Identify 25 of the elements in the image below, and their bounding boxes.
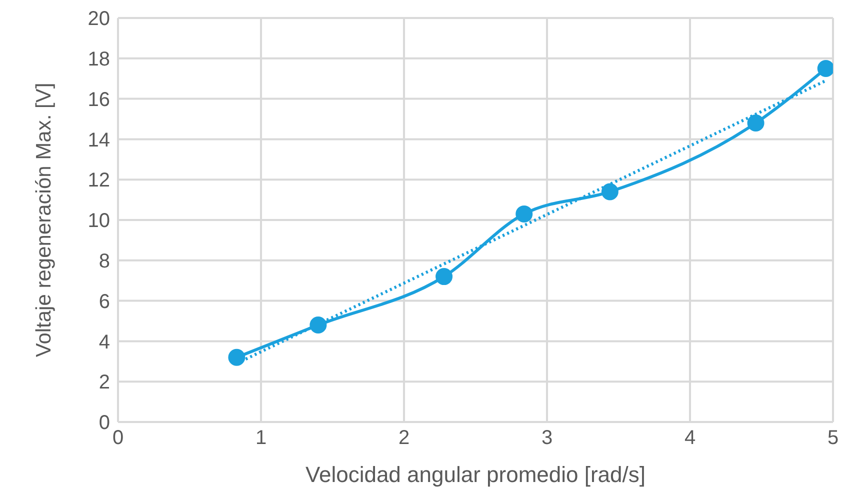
point [516, 205, 533, 222]
x-tick-label: 1 [255, 427, 267, 450]
y-tick-label: 20 [88, 8, 110, 30]
y-tick-label: 16 [88, 88, 110, 111]
point [817, 60, 833, 77]
y-tick-label: 10 [88, 210, 110, 232]
y-tick-label: 4 [98, 331, 110, 354]
y-tick-label: 6 [98, 290, 110, 313]
point [747, 114, 764, 132]
y-tick-label: 0 [98, 412, 110, 434]
x-tick-label: 2 [398, 427, 410, 450]
y-tick-label: 18 [88, 48, 110, 70]
x-tick-label: 4 [684, 427, 696, 450]
x-axis-title: Velocidad angular promedio [rad/s] [306, 462, 646, 487]
point [601, 183, 618, 200]
y-tick-label: 14 [88, 129, 110, 152]
y-tick-label: 2 [98, 372, 110, 394]
x-tick-label: 3 [541, 427, 553, 450]
point [228, 348, 246, 366]
y-axis-title: Voltaje regeneración Max. [V] [32, 82, 56, 358]
x-tick-label: 5 [827, 427, 839, 450]
y-tick-label: 12 [88, 170, 110, 192]
point [310, 316, 327, 334]
point [436, 268, 453, 286]
y-tick-label: 8 [98, 250, 110, 272]
